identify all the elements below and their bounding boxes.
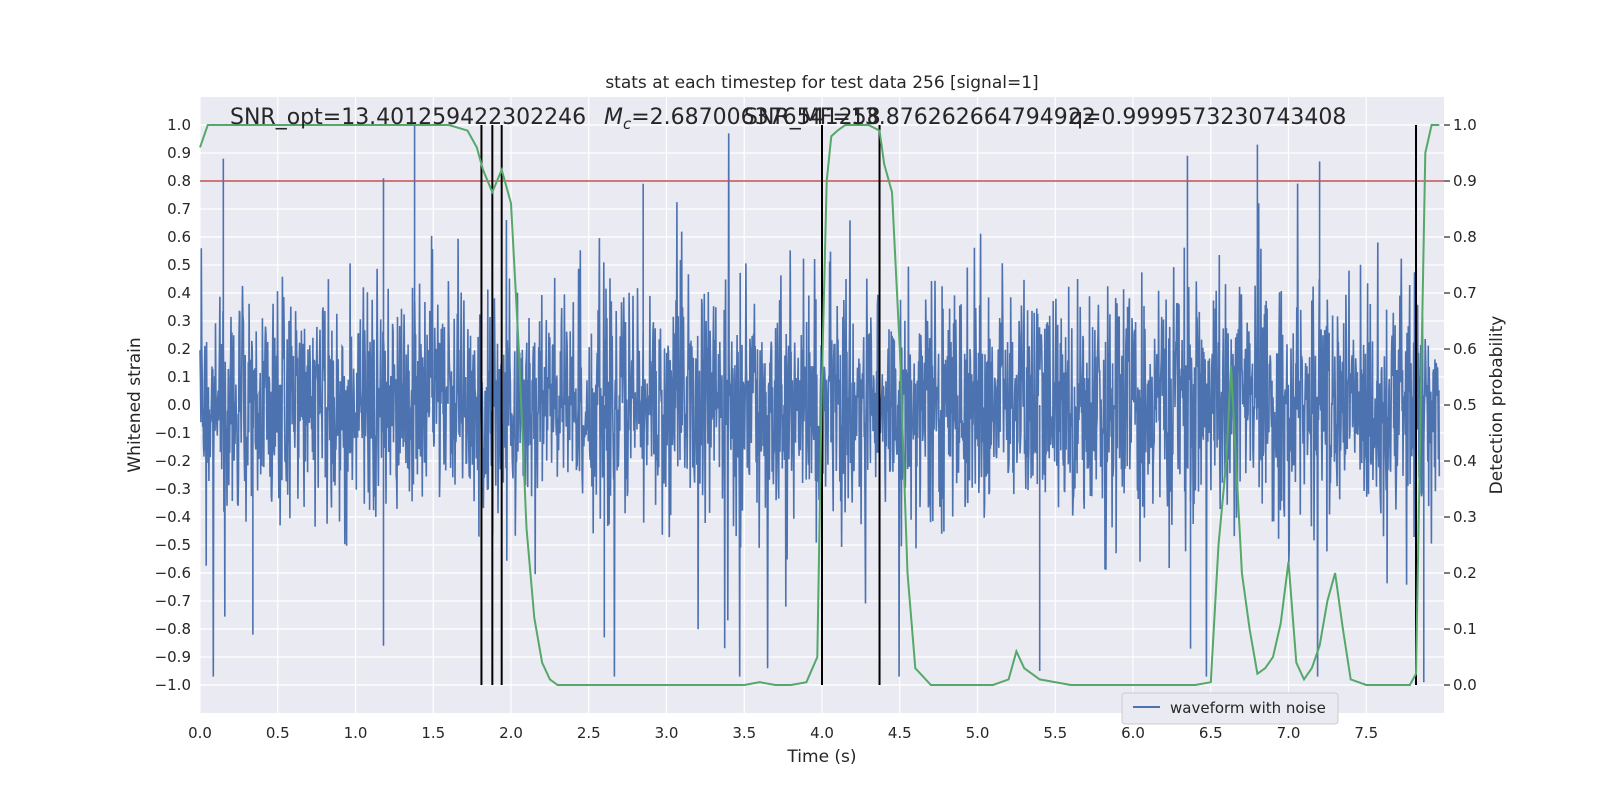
- y-tick-label: 0.8: [167, 172, 191, 190]
- chart-title: stats at each timestep for test data 256…: [605, 73, 1038, 93]
- x-tick-label: 7.0: [1277, 724, 1301, 742]
- x-tick-label: 0.5: [266, 724, 290, 742]
- y2-tick-label: 0.1: [1453, 620, 1477, 638]
- y2-tick-label: 0.8: [1453, 228, 1477, 246]
- ticks: 0.0 0.5 1.0 1.5 2.0 2.5 3.0 3.5 4.0 4.5 5.0 5.5 6.0 6…: [155, 116, 1477, 742]
- x-tick-label: 3.0: [655, 724, 679, 742]
- y-tick-label: −0.9: [155, 648, 191, 666]
- mc-value: =2.687006376541258: [631, 105, 880, 130]
- y-tick-label: −0.8: [155, 620, 191, 638]
- y-tick-label: −0.5: [155, 536, 191, 554]
- x-tick-label: 2.0: [499, 724, 523, 742]
- annotation-snr-mf: SNR_MF=13.876262664794922: [744, 105, 1096, 130]
- y2-tick-label: 0.9: [1453, 172, 1477, 190]
- y2-tick-label: 0.3: [1453, 508, 1477, 526]
- y2-tick-label: 0.7: [1453, 284, 1477, 302]
- legend-label: waveform with noise: [1170, 699, 1326, 717]
- legend: waveform with noise: [1121, 692, 1339, 725]
- x-tick-label: 1.5: [421, 724, 445, 742]
- y-tick-label: −1.0: [155, 676, 191, 694]
- y2-tick-label: 0.0: [1453, 676, 1477, 694]
- y-tick-label: 0.1: [167, 368, 191, 386]
- y2-tick-label: 0.2: [1453, 564, 1477, 582]
- y2-axis-label: Detection probability: [1487, 316, 1507, 495]
- y-tick-label: 0.9: [167, 144, 191, 162]
- y-tick-label: 0.0: [167, 396, 191, 414]
- x-tick-label: 0.0: [188, 724, 212, 742]
- y-tick-label: 1.0: [167, 116, 191, 134]
- x-tick-label: 4.0: [810, 724, 834, 742]
- x-tick-label: 5.5: [1043, 724, 1067, 742]
- legend-box: [1121, 692, 1339, 725]
- annotation-snr-opt: SNR_opt=13.401259422302246: [230, 105, 586, 130]
- y-tick-label: 0.4: [167, 284, 191, 302]
- annotation-mass-ratio: q=0.9999573230743408: [1069, 105, 1346, 130]
- probability-line: [199, 124, 1440, 686]
- x-tick-label: 1.0: [344, 724, 368, 742]
- y-tick-label: 0.7: [167, 200, 191, 218]
- annotation-chirp-mass: Mc=2.687006376541258: [604, 105, 881, 133]
- y2-tick-label: 0.4: [1453, 452, 1477, 470]
- y-tick-label: −0.6: [155, 564, 191, 582]
- y-tick-label: −0.7: [155, 592, 191, 610]
- y-axis-label: Whitened strain: [125, 337, 145, 472]
- mc-subscript: c: [623, 115, 632, 133]
- x-tick-label: 6.5: [1199, 724, 1223, 742]
- y2-tick-label: 0.5: [1453, 396, 1477, 414]
- y2-tick-label: 1.0: [1453, 116, 1477, 134]
- x-axis-label: Time (s): [786, 747, 856, 767]
- event-lines: [480, 125, 1418, 685]
- x-tick-label: 6.0: [1121, 724, 1145, 742]
- y-tick-label: −0.1: [155, 424, 191, 442]
- y-tick-label: 0.2: [167, 340, 191, 358]
- x-tick-label: 3.5: [732, 724, 756, 742]
- x-tick-label: 2.5: [577, 724, 601, 742]
- y-tick-label: −0.3: [155, 480, 191, 498]
- x-tick-label: 4.5: [888, 724, 912, 742]
- probability-series: [199, 124, 1440, 686]
- mc-symbol: M: [604, 105, 623, 130]
- x-tick-label: 5.0: [966, 724, 990, 742]
- y-tick-label: 0.5: [167, 256, 191, 274]
- y-tick-label: −0.4: [155, 508, 191, 526]
- y-tick-label: 0.3: [167, 312, 191, 330]
- x-tick-label: 7.5: [1354, 724, 1378, 742]
- y-tick-label: 0.6: [167, 228, 191, 246]
- y-tick-label: −0.2: [155, 452, 191, 470]
- y2-tick-label: 0.6: [1453, 340, 1477, 358]
